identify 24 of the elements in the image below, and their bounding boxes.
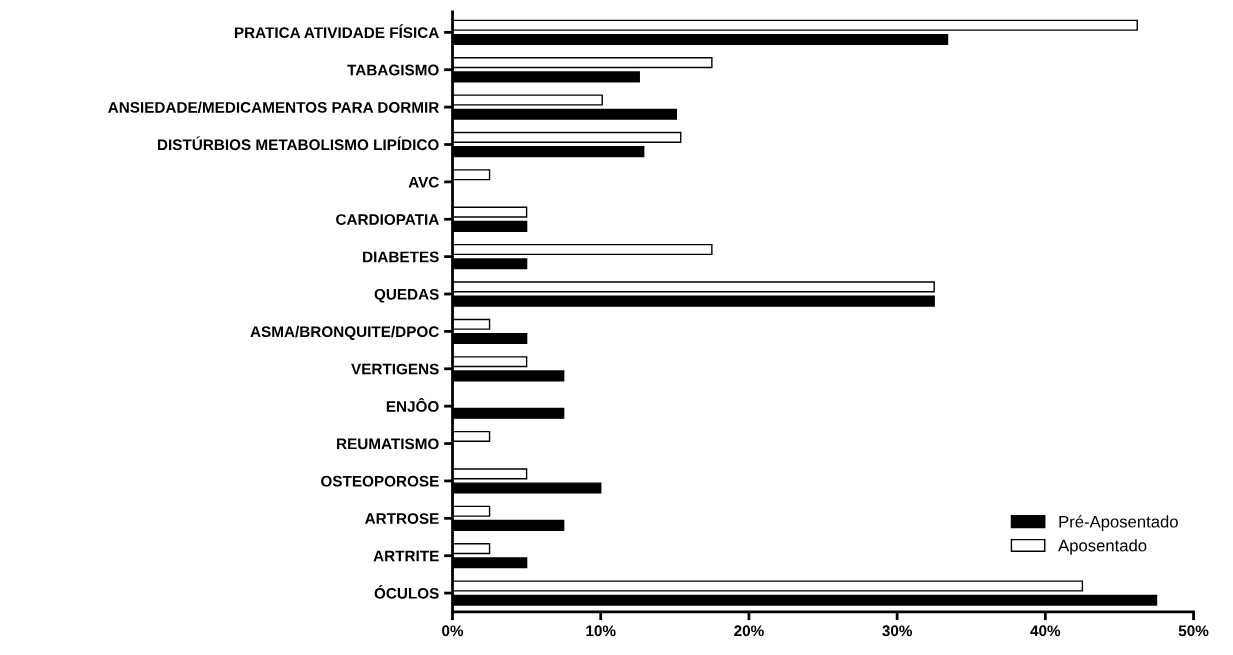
y-tick-label: ARTRITE [373,550,439,562]
legend-label: Pré-Aposentado [1059,515,1178,531]
y-tick-label: TABAGISMO [347,64,439,76]
y-tick-label: OSTEOPOROSE [321,475,439,487]
y-tick-label: DISTÚRBIOS METABOLISMO LIPÍDICO [157,136,439,151]
y-tick-label: PRATICA ATIVIDADE FÍSICA [234,24,439,39]
y-tick-label: DIABETES [363,251,439,263]
x-tick-label: 0% [442,625,464,637]
y-tick-label: QUEDAS [374,288,439,303]
y-tick-label: VERTIGENS [351,363,439,375]
y-tick-label: ANSIEDADE/MEDICAMENTOS PARA DORMIR [108,101,439,113]
x-tick-label: 30% [882,625,913,637]
y-tick-label: ÓCULOS [374,585,439,599]
y-tick-label: CARDIOPATIA [336,214,439,225]
legend-label: Aposentado [1058,539,1147,555]
y-tick-label: ENJÔO [386,398,439,412]
y-tick-label: AVC [408,176,439,188]
y-tick-label: ASMA/BRONQUITE/DPOC [250,325,439,340]
x-tick-label: 20% [734,625,764,637]
y-tick-label: ARTROSE [365,513,439,524]
y-tick-label: REUMATISMO [337,438,439,450]
x-tick-label: 10% [586,625,616,637]
x-tick-label: 40% [1030,625,1061,637]
x-tick-label: 50% [1178,625,1209,637]
